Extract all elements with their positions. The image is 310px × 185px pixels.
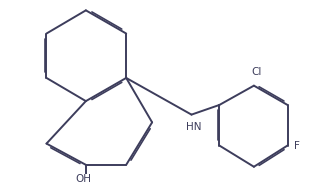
Text: HN: HN xyxy=(186,122,201,132)
Text: F: F xyxy=(294,141,300,151)
Text: OH: OH xyxy=(75,174,91,184)
Text: Cl: Cl xyxy=(252,67,262,77)
